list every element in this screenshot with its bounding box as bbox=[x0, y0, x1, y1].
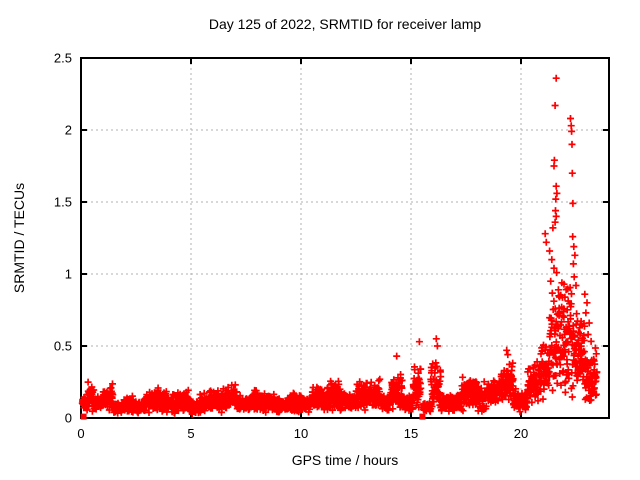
y-tick-label: 0 bbox=[65, 411, 72, 426]
tick-labels: 0 5 10 15 20 0 0.5 1 1.5 2 2.5 bbox=[54, 51, 528, 442]
square-markers bbox=[80, 413, 426, 420]
x-axis-title: GPS time / hours bbox=[291, 452, 399, 468]
axis-ticks bbox=[80, 57, 609, 419]
data-points bbox=[78, 74, 601, 418]
square-marker bbox=[419, 413, 426, 420]
grid-lines bbox=[81, 58, 609, 418]
y-tick-label: 2 bbox=[65, 123, 72, 138]
x-tick-label: 0 bbox=[77, 426, 84, 441]
y-tick-label: 2.5 bbox=[54, 51, 72, 66]
y-tick-label: 1 bbox=[65, 267, 72, 282]
x-tick-label: 10 bbox=[294, 426, 308, 441]
x-tick-label: 15 bbox=[404, 426, 418, 441]
plot-border bbox=[80, 57, 610, 419]
x-tick-label: 20 bbox=[514, 426, 528, 441]
y-tick-label: 0.5 bbox=[54, 339, 72, 354]
chart-title: Day 125 of 2022, SRMTID for receiver lam… bbox=[208, 16, 482, 32]
square-marker bbox=[80, 413, 87, 420]
x-tick-label: 5 bbox=[187, 426, 194, 441]
y-tick-label: 1.5 bbox=[54, 195, 72, 210]
